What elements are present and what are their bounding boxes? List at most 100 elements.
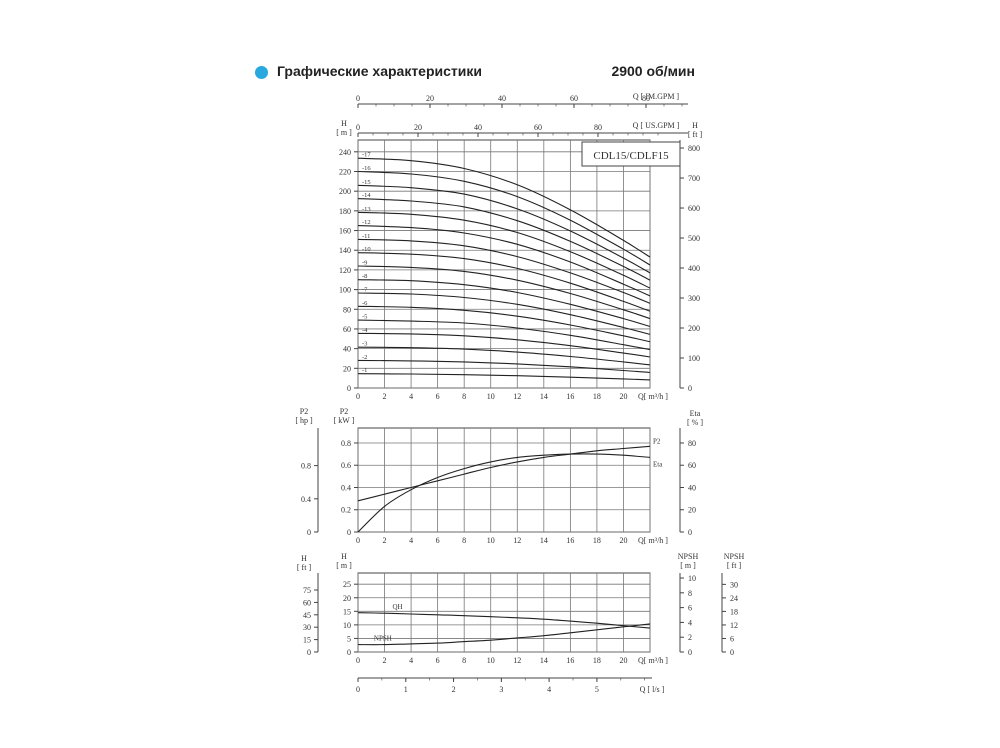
hq-x-tick-label: 12 <box>513 392 521 401</box>
hq-curve-stage-2 <box>357 359 651 374</box>
npsh-y-tick-label: 20 <box>343 594 351 603</box>
hq-x-axis-label: Q[ m³/h ] <box>638 392 668 401</box>
hq-y-tick-label: 60 <box>343 325 351 334</box>
hq-curve-label-stage-8: -8 <box>362 273 367 280</box>
im-gpm-tick-label: 80 <box>642 94 650 103</box>
npsh-m-axis-unit: [ m ] <box>680 561 696 570</box>
hq-y-tick-label: 200 <box>339 187 351 196</box>
eta-tick-label: 0 <box>688 528 692 537</box>
npsh-x-tick-label: 6 <box>436 656 440 665</box>
npsh-x-tick-label: 16 <box>566 656 574 665</box>
power-y-tick-label: 0.4 <box>341 483 351 492</box>
h-ft-tick-label: 500 <box>688 234 700 243</box>
p2-hp-tick-label: 0 <box>307 528 311 537</box>
hq-curve-label-stage-5: -5 <box>362 314 367 321</box>
power-x-tick-label: 0 <box>356 536 360 545</box>
hq-y-tick-label: 220 <box>339 167 351 176</box>
npsh-curve <box>357 623 651 646</box>
h-ft-tick-label: 300 <box>688 294 700 303</box>
npsh-x-tick-label: 14 <box>540 656 548 665</box>
hq-curve-label-stage-4: -4 <box>362 327 368 334</box>
hq-curve-label-stage-14: -14 <box>362 192 371 199</box>
hq-y-axis-unit: [ m ] <box>336 128 352 137</box>
rotation-speed: 2900 об/мин <box>611 63 695 79</box>
npsh-plot-frame <box>357 572 651 653</box>
hq-curve-stage-4 <box>357 332 651 358</box>
h-ft-tick-label: 0 <box>688 384 692 393</box>
model-label: CDL15/CDLF15 <box>593 150 669 162</box>
eta-axis-symbol: Eta <box>690 409 701 418</box>
npsh-m-tick-label: 10 <box>688 574 696 583</box>
hq-x-tick-label: 18 <box>593 392 601 401</box>
hq-curve-stage-3 <box>357 346 651 366</box>
hq-curve-label-stage-9: -9 <box>362 259 367 266</box>
hq-x-tick-label: 8 <box>462 392 466 401</box>
npsh-m-tick-label: 2 <box>688 633 692 642</box>
eta-tick-label: 40 <box>688 483 696 492</box>
npsh-y-axis-unit: [ m ] <box>336 561 352 570</box>
hq-y-tick-label: 0 <box>347 384 351 393</box>
power-x-tick-label: 6 <box>436 536 440 545</box>
h-ft-small-axis-unit: [ ft ] <box>297 563 312 572</box>
hq-curve-label-stage-10: -10 <box>362 246 371 253</box>
h-ft-axis-symbol: H <box>692 121 698 130</box>
h-ft-small-tick-label: 60 <box>303 598 311 607</box>
power-y-tick-label: 0.6 <box>341 461 351 470</box>
npsh-y-tick-label: 10 <box>343 621 351 630</box>
p2-curve-label: P2 <box>653 437 661 445</box>
hq-curve-label-stage-16: -16 <box>362 165 371 172</box>
npsh-x-tick-label: 18 <box>593 656 601 665</box>
hq-curve-stage-17 <box>357 157 651 258</box>
npsh-x-tick-label: 20 <box>619 656 627 665</box>
npsh-m-axis-symbol: NPSH <box>678 552 699 561</box>
p2-hp-axis-unit: [ hp ] <box>295 416 313 425</box>
hq-curve-label-stage-2: -2 <box>362 354 367 361</box>
hq-curve-label-stage-1: -1 <box>362 367 367 374</box>
power-x-tick-label: 10 <box>487 536 495 545</box>
npsh-ft-tick-label: 24 <box>730 594 738 603</box>
hq-x-tick-label: 10 <box>487 392 495 401</box>
power-y-axis-symbol: P2 <box>340 407 348 416</box>
hq-x-tick-label: 0 <box>356 392 360 401</box>
hq-x-tick-label: 6 <box>436 392 440 401</box>
npsh-x-tick-label: 4 <box>409 656 413 665</box>
power-x-axis-label: Q[ m³/h ] <box>638 536 668 545</box>
bullet-dot-icon <box>255 66 268 79</box>
npsh-ft-axis-symbol: NPSH <box>724 552 745 561</box>
npsh-y-tick-label: 5 <box>347 634 351 643</box>
ls-tick-label: 0 <box>356 685 360 694</box>
npsh-ft-tick-label: 0 <box>730 648 734 657</box>
ls-axis-label: Q [ l/s ] <box>640 685 665 694</box>
npsh-x-tick-label: 12 <box>513 656 521 665</box>
power-x-tick-label: 14 <box>540 536 548 545</box>
im-gpm-axis-label: Q [ IM.GPM ] <box>633 92 680 101</box>
hq-curve-label-stage-3: -3 <box>362 341 367 348</box>
hq-curve-label-stage-13: -13 <box>362 206 371 213</box>
hq-curve-label-stage-15: -15 <box>362 179 371 186</box>
npsh-x-tick-label: 2 <box>383 656 387 665</box>
hq-y-tick-label: 180 <box>339 207 351 216</box>
hq-curve-stage-10 <box>357 252 651 312</box>
hq-curve-stage-16 <box>357 170 651 266</box>
hq-curve-stage-15 <box>357 184 651 274</box>
h-ft-tick-label: 400 <box>688 264 700 273</box>
h-ft-small-tick-label: 15 <box>303 636 311 645</box>
npsh-m-tick-label: 0 <box>688 648 692 657</box>
eta-curve <box>357 453 651 533</box>
power-y-tick-label: 0.2 <box>341 506 351 515</box>
power-y-axis-unit: [ kW ] <box>334 416 355 425</box>
model-label-box <box>581 141 681 167</box>
power-x-tick-label: 4 <box>409 536 413 545</box>
hq-curve-label-stage-17: -17 <box>362 152 371 159</box>
us-gpm-tick-label: 60 <box>534 123 542 132</box>
npsh-ft-tick-label: 30 <box>730 580 738 589</box>
power-x-tick-label: 2 <box>383 536 387 545</box>
power-y-tick-label: 0.8 <box>341 439 351 448</box>
hq-curve-stage-1 <box>357 373 651 381</box>
npsh-y-tick-label: 15 <box>343 607 351 616</box>
npsh-ft-tick-label: 6 <box>730 634 734 643</box>
eta-tick-label: 80 <box>688 439 696 448</box>
hq-curve-stage-9 <box>357 265 651 320</box>
npsh-m-tick-label: 6 <box>688 604 692 613</box>
npsh-m-tick-label: 8 <box>688 589 692 598</box>
